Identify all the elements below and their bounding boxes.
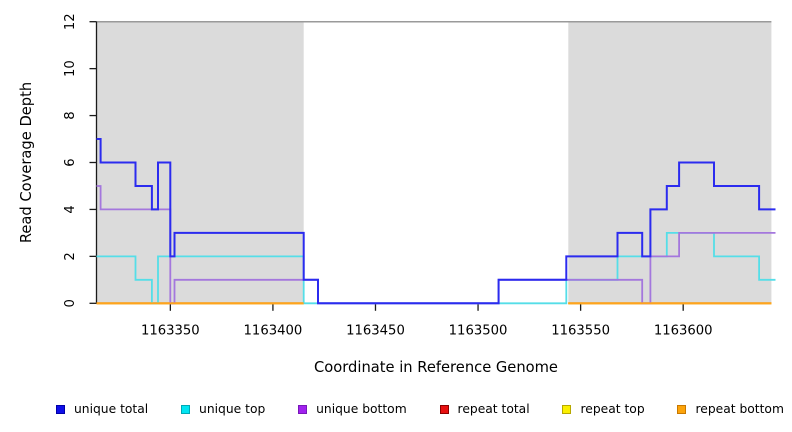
coverage-plot: 0 2 4 6 8 10 12 1163350 1163400 1163450 1163500 116… xyxy=(18,13,776,376)
legend-label-repeat-total: repeat total xyxy=(457,402,530,416)
legend-item-unique-top: unique top xyxy=(181,402,265,416)
x-tick-label: 1163500 xyxy=(449,323,508,338)
repeat-region-shading xyxy=(568,21,772,304)
legend-swatch-unique-top-icon xyxy=(181,404,191,414)
legend-swatch-repeat-bottom-icon xyxy=(677,404,687,414)
y-tick-label: 10 xyxy=(63,60,78,77)
legend-item-unique-bottom: unique bottom xyxy=(298,402,407,416)
y-tick-label: 4 xyxy=(63,205,78,213)
legend-item-repeat-bottom: repeat bottom xyxy=(677,402,784,416)
legend-swatch-repeat-top-icon xyxy=(562,404,572,414)
legend-label-repeat-bottom: repeat bottom xyxy=(695,402,784,416)
y-axis-title: Read Coverage Depth xyxy=(18,82,35,243)
shaded-regions xyxy=(96,21,772,304)
legend: unique total unique top unique bottom repea… xyxy=(56,397,784,421)
legend-item-unique-total: unique total xyxy=(56,402,148,416)
x-tick-label: 1163450 xyxy=(346,323,405,338)
legend-swatch-unique-total-icon xyxy=(56,404,65,414)
y-tick-label: 12 xyxy=(63,13,78,30)
series-line-unique-total xyxy=(96,138,776,305)
y-tick-label: 8 xyxy=(63,111,78,119)
legend-item-repeat-top: repeat top xyxy=(562,402,645,416)
x-tick-label: 1163400 xyxy=(244,323,303,338)
x-tick-label: 1163550 xyxy=(551,323,610,338)
y-tick-label: 0 xyxy=(63,299,78,307)
x-axis-title: Coordinate in Reference Genome xyxy=(314,359,558,376)
x-tick-label: 1163350 xyxy=(141,323,200,338)
legend-item-repeat-total: repeat total xyxy=(439,402,530,416)
y-tick-label: 6 xyxy=(63,158,78,166)
legend-label-unique-bottom: unique bottom xyxy=(316,402,407,416)
y-tick-label: 2 xyxy=(63,252,78,260)
legend-label-unique-top: unique top xyxy=(199,402,266,416)
legend-swatch-unique-bottom-icon xyxy=(298,404,308,414)
legend-label-repeat-top: repeat top xyxy=(580,402,645,416)
legend-label-unique-total: unique total xyxy=(74,402,149,416)
x-tick-label: 1163600 xyxy=(654,323,713,338)
series-line-unique-top xyxy=(96,232,776,305)
axes: 0 2 4 6 8 10 12 1163350 1163400 1163450 1163500 116… xyxy=(63,13,713,338)
legend-swatch-repeat-total-icon xyxy=(439,404,449,414)
series-lines xyxy=(96,138,776,305)
